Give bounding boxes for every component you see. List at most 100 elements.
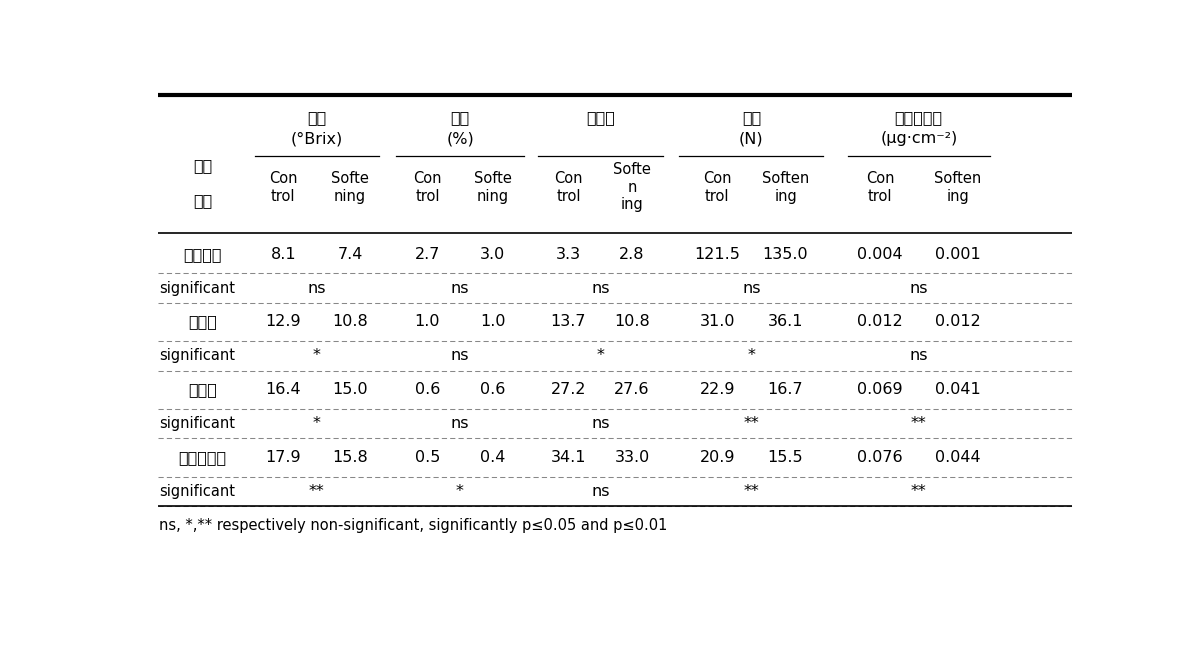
Text: 8.1: 8.1 bbox=[270, 247, 296, 261]
Text: ing: ing bbox=[946, 189, 968, 204]
Text: 20.9: 20.9 bbox=[700, 450, 736, 465]
Text: 초기변색: 초기변색 bbox=[184, 247, 222, 261]
Text: 33.0: 33.0 bbox=[614, 450, 649, 465]
Text: ns: ns bbox=[592, 484, 610, 499]
Text: (N): (N) bbox=[739, 131, 763, 146]
Text: 당도: 당도 bbox=[307, 111, 326, 125]
Text: 당산비: 당산비 bbox=[586, 111, 614, 125]
Text: 22.9: 22.9 bbox=[700, 382, 736, 397]
Text: ns, *,** respectively non-significant, significantly p≤0.05 and p≤0.01: ns, *,** respectively non-significant, s… bbox=[160, 518, 667, 533]
Text: *: * bbox=[456, 484, 464, 499]
Text: 0.041: 0.041 bbox=[935, 382, 980, 397]
Text: Softe: Softe bbox=[613, 162, 650, 177]
Text: significant: significant bbox=[160, 484, 235, 499]
Text: (%): (%) bbox=[446, 131, 474, 146]
Text: 121.5: 121.5 bbox=[695, 247, 740, 261]
Text: 16.4: 16.4 bbox=[265, 382, 301, 397]
Text: 0.5: 0.5 bbox=[415, 450, 440, 465]
Text: Softe: Softe bbox=[474, 171, 511, 186]
Text: 15.5: 15.5 bbox=[768, 450, 803, 465]
Text: trol: trol bbox=[557, 189, 581, 204]
Text: **: ** bbox=[308, 484, 324, 499]
Text: ning: ning bbox=[334, 189, 366, 204]
Text: 성숙: 성숙 bbox=[193, 158, 212, 173]
Text: ns: ns bbox=[451, 348, 469, 363]
Text: *: * bbox=[748, 348, 755, 363]
Text: 0.044: 0.044 bbox=[935, 450, 980, 465]
Text: (°Brix): (°Brix) bbox=[290, 131, 343, 146]
Text: 0.6: 0.6 bbox=[415, 382, 440, 397]
Text: 1.0: 1.0 bbox=[480, 314, 505, 330]
Text: trol: trol bbox=[706, 189, 730, 204]
Text: 변색기: 변색기 bbox=[188, 314, 217, 330]
Text: 10.8: 10.8 bbox=[332, 314, 368, 330]
Text: 0.069: 0.069 bbox=[857, 382, 902, 397]
Text: ing: ing bbox=[620, 197, 643, 213]
Text: ning: ning bbox=[476, 189, 509, 204]
Text: significant: significant bbox=[160, 281, 235, 296]
Text: 36.1: 36.1 bbox=[768, 314, 803, 330]
Text: Soften: Soften bbox=[934, 171, 982, 186]
Text: 2.8: 2.8 bbox=[619, 247, 644, 261]
Text: **: ** bbox=[744, 416, 760, 431]
Text: 17.9: 17.9 bbox=[265, 450, 301, 465]
Text: 0.6: 0.6 bbox=[480, 382, 505, 397]
Text: Con: Con bbox=[703, 171, 732, 186]
Text: 34.1: 34.1 bbox=[551, 450, 587, 465]
Text: ns: ns bbox=[742, 281, 761, 296]
Text: n: n bbox=[628, 180, 637, 195]
Text: 27.2: 27.2 bbox=[551, 382, 587, 397]
Text: ing: ing bbox=[774, 189, 797, 204]
Text: **: ** bbox=[911, 484, 926, 499]
Text: significant: significant bbox=[160, 416, 235, 431]
Text: 27.6: 27.6 bbox=[614, 382, 650, 397]
Text: ns: ns bbox=[592, 281, 610, 296]
Text: 성숙기: 성숙기 bbox=[188, 382, 217, 397]
Text: trol: trol bbox=[415, 189, 439, 204]
Text: 0.076: 0.076 bbox=[857, 450, 902, 465]
Text: ns: ns bbox=[451, 416, 469, 431]
Text: 135.0: 135.0 bbox=[763, 247, 809, 261]
Text: significant: significant bbox=[160, 348, 235, 363]
Text: ns: ns bbox=[910, 281, 928, 296]
Text: 0.004: 0.004 bbox=[857, 247, 902, 261]
Text: Soften: Soften bbox=[762, 171, 809, 186]
Text: 3.3: 3.3 bbox=[556, 247, 581, 261]
Text: ns: ns bbox=[307, 281, 326, 296]
Text: 산도: 산도 bbox=[450, 111, 469, 125]
Text: *: * bbox=[313, 416, 320, 431]
Text: ns: ns bbox=[910, 348, 928, 363]
Text: Con: Con bbox=[413, 171, 442, 186]
Text: 31.0: 31.0 bbox=[700, 314, 736, 330]
Text: Softe: Softe bbox=[331, 171, 368, 186]
Text: Con: Con bbox=[269, 171, 298, 186]
Text: 0.012: 0.012 bbox=[935, 314, 980, 330]
Text: ns: ns bbox=[592, 416, 610, 431]
Text: trol: trol bbox=[271, 189, 295, 204]
Text: 3.0: 3.0 bbox=[480, 247, 505, 261]
Text: 15.8: 15.8 bbox=[332, 450, 368, 465]
Text: **: ** bbox=[911, 416, 926, 431]
Text: 0.012: 0.012 bbox=[857, 314, 902, 330]
Text: 안토시아닌: 안토시아닌 bbox=[895, 111, 943, 125]
Text: Con: Con bbox=[866, 171, 894, 186]
Text: 2.7: 2.7 bbox=[415, 247, 440, 261]
Text: 1.0: 1.0 bbox=[415, 314, 440, 330]
Text: 0.001: 0.001 bbox=[935, 247, 980, 261]
Text: (μg·cm⁻²): (μg·cm⁻²) bbox=[880, 131, 958, 146]
Text: *: * bbox=[313, 348, 320, 363]
Text: 12.9: 12.9 bbox=[265, 314, 301, 330]
Text: *: * bbox=[596, 348, 605, 363]
Text: 0.4: 0.4 bbox=[480, 450, 505, 465]
Text: 10.8: 10.8 bbox=[614, 314, 650, 330]
Text: 16.7: 16.7 bbox=[768, 382, 803, 397]
Text: 늘은성숙기: 늘은성숙기 bbox=[179, 450, 227, 465]
Text: 13.7: 13.7 bbox=[551, 314, 587, 330]
Text: **: ** bbox=[744, 484, 760, 499]
Text: 단계: 단계 bbox=[193, 193, 212, 209]
Text: 경도: 경도 bbox=[742, 111, 761, 125]
Text: trol: trol bbox=[868, 189, 893, 204]
Text: 15.0: 15.0 bbox=[332, 382, 367, 397]
Text: 7.4: 7.4 bbox=[337, 247, 362, 261]
Text: ns: ns bbox=[451, 281, 469, 296]
